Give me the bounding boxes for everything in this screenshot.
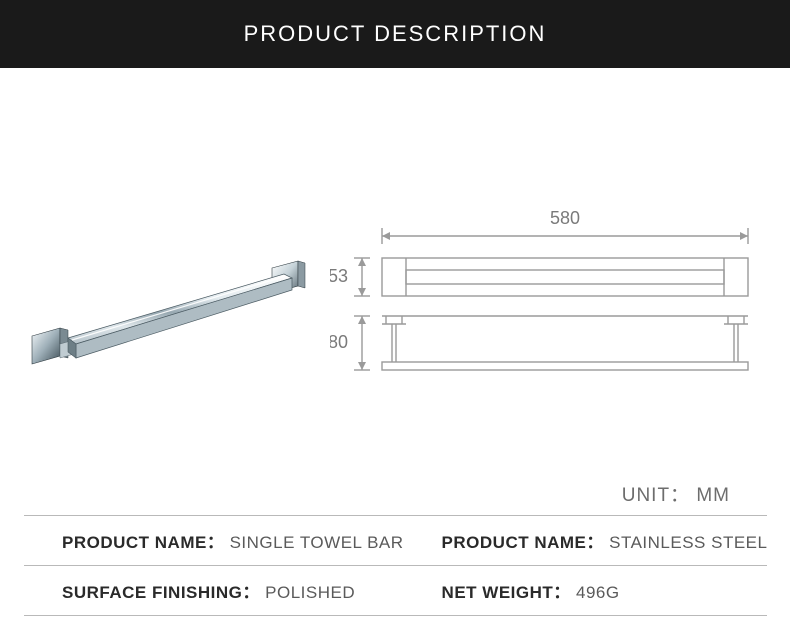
- spec-label: NET WEIGHT：: [442, 583, 571, 602]
- dim-width-label: 580: [550, 208, 580, 228]
- unit-row: UNIT： MM: [0, 480, 790, 515]
- dim-depth-label: 80: [330, 332, 348, 352]
- header-bar: PRODUCT DESCRIPTION: [0, 0, 790, 68]
- spec-table: PRODUCT NAME： SINGLE TOWEL BAR PRODUCT N…: [24, 515, 767, 616]
- spec-cell: SURFACE FINISHING： POLISHED: [24, 566, 404, 616]
- info-section: UNIT： MM PRODUCT NAME： SINGLE TOWEL BAR …: [0, 480, 790, 616]
- technical-drawing: 580 53 80: [330, 188, 760, 418]
- spec-cell: PRODUCT NAME： SINGLE TOWEL BAR: [24, 516, 404, 566]
- spec-label: PRODUCT NAME：: [62, 533, 224, 552]
- table-row: PRODUCT NAME： SINGLE TOWEL BAR PRODUCT N…: [24, 516, 767, 566]
- product-photo: [24, 238, 314, 398]
- dim-height-label: 53: [330, 266, 348, 286]
- diagram-area: 580 53 80: [0, 68, 790, 480]
- table-row: SURFACE FINISHING： POLISHED NET WEIGHT： …: [24, 566, 767, 616]
- spec-label: SURFACE FINISHING：: [62, 583, 260, 602]
- spec-value: SINGLE TOWEL BAR: [230, 533, 404, 552]
- spec-value: 496G: [576, 583, 620, 602]
- header-title: PRODUCT DESCRIPTION: [244, 21, 547, 47]
- spec-value: POLISHED: [265, 583, 355, 602]
- spec-cell: PRODUCT NAME： STAINLESS STEEL: [404, 516, 768, 566]
- spec-label: PRODUCT NAME：: [442, 533, 604, 552]
- spec-value: STAINLESS STEEL: [609, 533, 767, 552]
- spec-cell: NET WEIGHT： 496G: [404, 566, 768, 616]
- unit-value: MM: [696, 485, 730, 506]
- unit-label: UNIT：: [622, 485, 690, 506]
